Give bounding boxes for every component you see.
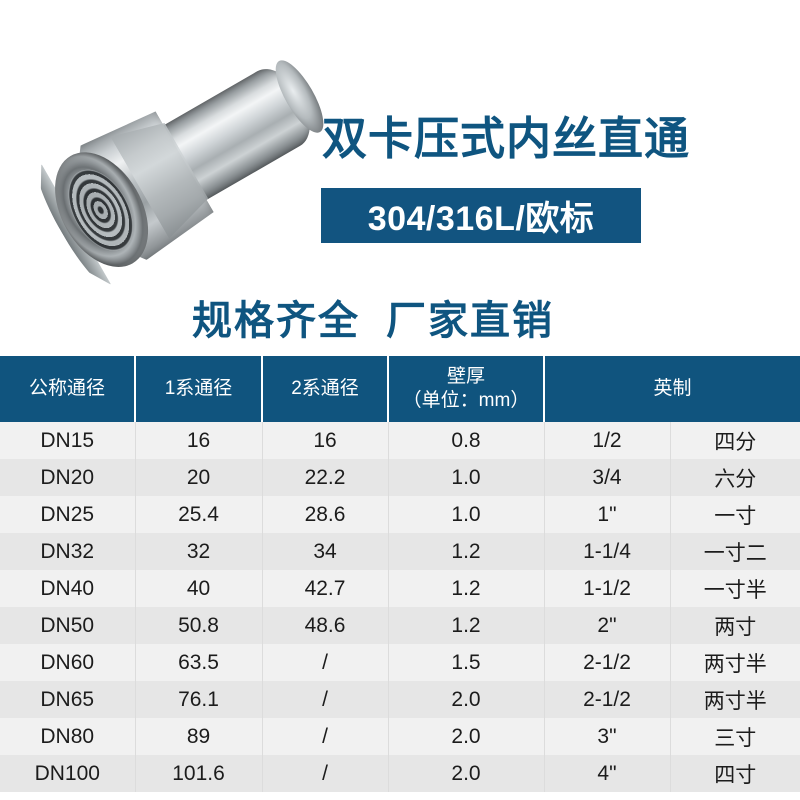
cell-imperial: 4" (544, 755, 671, 792)
cell-series1: 25.4 (135, 496, 263, 533)
cell-wall: 2.0 (388, 718, 545, 755)
cell-nominal: DN25 (0, 496, 136, 533)
table-row: DN80 89/2.0 3" 三寸 (0, 718, 800, 755)
cell-chinese: 四分 (714, 430, 757, 454)
cell-series2: 34 (262, 533, 389, 570)
col-header-nominal: 公称通径 (0, 356, 136, 422)
cell-imperial: 2-1/2 (544, 681, 671, 718)
cell-series2: 22.2 (262, 459, 389, 496)
subtitle: 规格齐全 厂家直销 (192, 288, 554, 346)
cell-chinese: 两寸半 (703, 652, 767, 676)
subtitle-left: 规格齐全 (192, 299, 360, 343)
col-header-series1: 1系通径 (135, 356, 263, 422)
cell-series1: 40 (135, 570, 263, 607)
cell-nominal: DN40 (0, 570, 136, 607)
col-header-wall-unit: （单位：mm） (402, 390, 530, 411)
cell-series1: 50.8 (135, 607, 263, 644)
cell-nominal: DN50 (0, 607, 136, 644)
cell-chinese: 四寸 (714, 763, 757, 787)
table-row: DN32 32 34 1.2 1-1/4 一寸二 (0, 533, 800, 570)
cell-series1: 101.6 (135, 755, 263, 792)
cell-imperial: 2-1/2 (544, 644, 671, 681)
cell-series2: 48.6 (262, 607, 389, 644)
cell-nominal: DN32 (0, 533, 136, 570)
cell-wall: 1.2 (388, 533, 545, 570)
cell-nominal: DN100 (0, 755, 136, 792)
cell-nominal: DN60 (0, 644, 136, 681)
cell-series1: 32 (135, 533, 263, 570)
cell-wall: 1.0 (388, 459, 545, 496)
cell-nominal: DN20 (0, 459, 136, 496)
table-header: 公称通径 1系通径 2系通径 壁厚 （单位：mm） 英制 (0, 356, 800, 422)
cell-nominal: DN65 (0, 681, 136, 718)
table-body: DN15 16 16 0.8 1/2 四分 DN20 20 22.2 1.0 3/4 六分 DN25 25… (0, 422, 800, 792)
table-row: DN100 101.6/2.0 4" 四寸 (0, 755, 800, 792)
cell-nominal: DN80 (0, 718, 136, 755)
cell-wall: 1.0 (388, 496, 545, 533)
cell-series1: 20 (135, 459, 263, 496)
cell-wall: 1.2 (388, 570, 545, 607)
cell-series2: 42.7 (262, 570, 389, 607)
table-row: DN25 25.4 28.6 1.0 1" 一寸 (0, 496, 800, 533)
table-header-row: 公称通径 1系通径 2系通径 壁厚 （单位：mm） 英制 (0, 356, 800, 422)
cell-series2: 16 (262, 422, 389, 459)
cell-imperial: 1-1/4 (544, 533, 671, 570)
cell-wall: 2.0 (388, 681, 545, 718)
cell-chinese: 一寸 (714, 504, 757, 528)
cell-imperial: 1-1/2 (544, 570, 671, 607)
cell-series2: / (262, 755, 389, 792)
hero-section: 双卡压式内丝直通 304/316L/欧标 规格齐全 厂家直销 (0, 0, 800, 348)
cell-imperial: 2" (544, 607, 671, 644)
col-header-wall-main: 壁厚 (446, 366, 485, 388)
cell-wall: 2.0 (388, 755, 545, 792)
cell-wall: 1.5 (388, 644, 545, 681)
cell-series2: / (262, 644, 389, 681)
cell-nominal: DN15 (0, 422, 136, 459)
cell-imperial: 3/4 (544, 459, 671, 496)
cell-wall: 1.2 (388, 607, 545, 644)
cell-chinese: 一寸二 (703, 541, 767, 565)
material-badge: 304/316L/欧标 (321, 188, 641, 243)
cell-chinese: 两寸半 (703, 689, 767, 713)
subtitle-right: 厂家直销 (386, 299, 554, 343)
cell-imperial: 3" (544, 718, 671, 755)
cell-imperial: 1/2 (544, 422, 671, 459)
cell-imperial: 1" (544, 496, 671, 533)
cell-chinese: 一寸半 (703, 578, 767, 602)
product-photo (0, 0, 360, 333)
cell-series1: 63.5 (135, 644, 263, 681)
table-row: DN60 63.5/1.5 2-1/2 两寸半 (0, 644, 800, 681)
table-row: DN15 16 16 0.8 1/2 四分 (0, 422, 800, 459)
specification-table: 公称通径 1系通径 2系通径 壁厚 （单位：mm） 英制 DN15 16 16 0.8… (0, 356, 800, 792)
page-title: 双卡压式内丝直通 (322, 113, 691, 164)
fitting-illustration (0, 0, 360, 333)
cell-series2: / (262, 681, 389, 718)
cell-chinese: 三寸 (714, 726, 757, 750)
cell-series1: 76.1 (135, 681, 263, 718)
cell-chinese: 两寸 (714, 615, 757, 639)
cell-chinese: 六分 (714, 467, 757, 491)
cell-wall: 0.8 (388, 422, 545, 459)
table-row: DN20 20 22.2 1.0 3/4 六分 (0, 459, 800, 496)
col-header-wall: 壁厚 （单位：mm） (388, 356, 545, 422)
table-row: DN40 40 42.7 1.2 1-1/2 一寸半 (0, 570, 800, 607)
table-row: DN50 50.8 48.6 1.2 2" 两寸 (0, 607, 800, 644)
material-badge-label: 304/316L/欧标 (367, 200, 595, 238)
cell-series1: 16 (135, 422, 263, 459)
table-row: DN65 76.1/2.0 2-1/2 两寸半 (0, 681, 800, 718)
cell-series1: 89 (135, 718, 263, 755)
cell-series2: 28.6 (262, 496, 389, 533)
cell-series2: / (262, 718, 389, 755)
col-header-imperial: 英制 (544, 356, 800, 422)
col-header-series2: 2系通径 (262, 356, 389, 422)
